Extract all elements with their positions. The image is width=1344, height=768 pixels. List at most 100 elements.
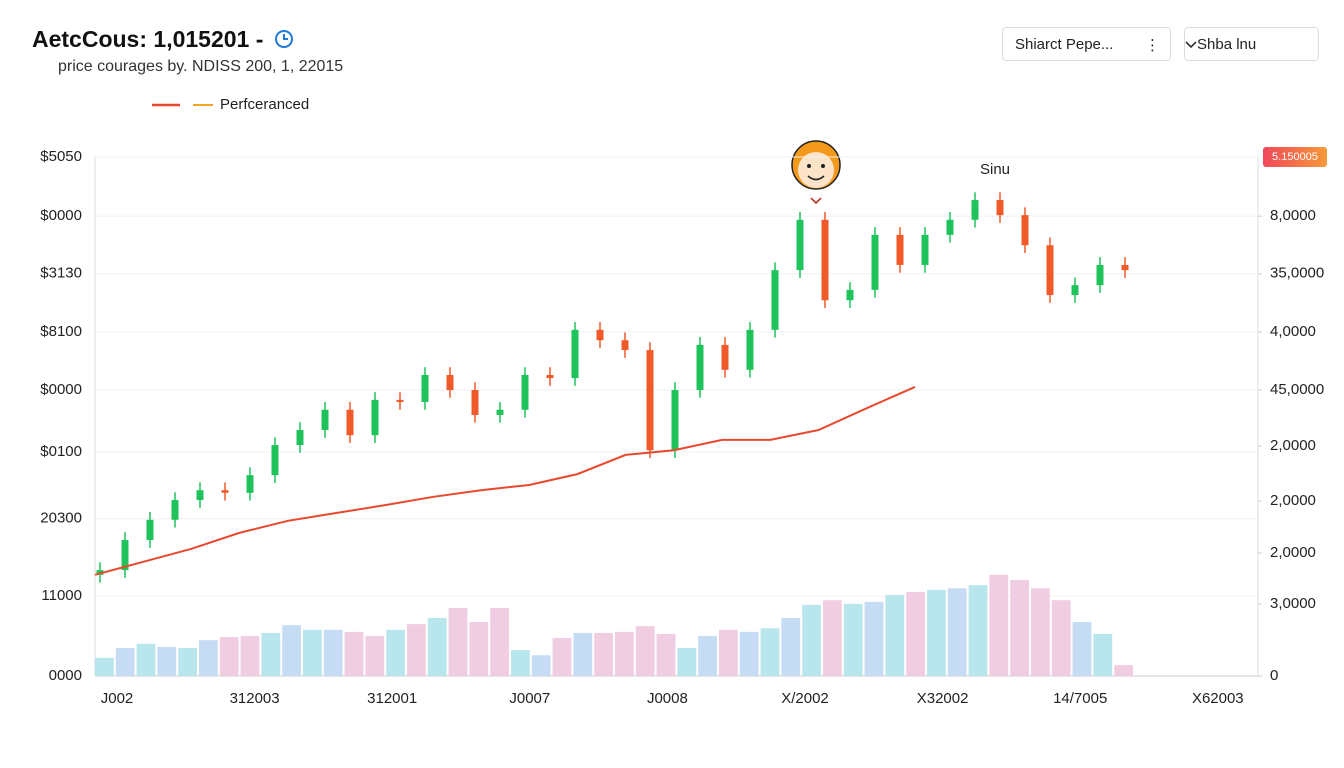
candle-body (1096, 264, 1104, 286)
volume-bar (843, 603, 863, 676)
dropdown[interactable]: Shba lnu (1184, 27, 1319, 61)
candle-body (396, 399, 404, 402)
volume-bar (136, 643, 156, 676)
chevron (1185, 41, 1197, 49)
candle-body (321, 409, 329, 430)
volume-bar (885, 595, 905, 676)
volume-bar (927, 589, 946, 676)
candle-body (371, 399, 379, 436)
candle-body (596, 329, 604, 341)
candle-body (546, 374, 554, 379)
volume-bar (906, 591, 925, 676)
title-text: AetcCous: 1,015201 - (32, 26, 264, 52)
volume-bar (615, 631, 634, 676)
volume-bar (1114, 665, 1133, 676)
candle-body (871, 234, 879, 290)
candle-body (121, 540, 129, 571)
volume-bar (573, 632, 593, 676)
volume-bar (1031, 588, 1050, 676)
candle-body (221, 490, 229, 493)
subtitle: price courages by. NDISS 200, 1, 22015 (58, 58, 344, 75)
y2-tick-label: 2,0000 (1270, 492, 1316, 509)
volume-bar (469, 622, 489, 676)
y-tick-label: $3130 (40, 265, 82, 282)
y-tick-label: $8100 (40, 323, 82, 340)
x-tick-label: X62003 (1192, 690, 1244, 707)
line (94, 386, 916, 576)
y2-tick-label: 2,0000 (1270, 437, 1316, 454)
candle-body (996, 200, 1004, 216)
y-tick-label: $0000 (40, 207, 82, 224)
candle-body (246, 475, 254, 493)
price-badge (1263, 147, 1327, 167)
candle-body (721, 344, 729, 370)
candle-body (446, 374, 454, 391)
candle-body (621, 340, 629, 351)
volume-bar (1093, 633, 1113, 676)
candle-body (196, 490, 204, 501)
price-badge-label: 5.150005 (1272, 151, 1318, 163)
avatar (791, 140, 841, 205)
volume-bar (968, 585, 988, 676)
y2-tick-label: 8,0000 (1270, 207, 1316, 224)
dropdown[interactable]: Shiarct Pepe... ⋮ (1002, 27, 1171, 61)
candle-body (521, 374, 529, 410)
y-tick-label: $0100 (40, 443, 82, 460)
dropdown-label: Shba lnu (1197, 36, 1257, 53)
volume-bar (157, 646, 177, 676)
volume-bar (365, 636, 385, 676)
candle-body (771, 270, 779, 330)
volume-bar (656, 633, 676, 676)
volume-bar (178, 647, 197, 676)
volume-bar (1051, 600, 1071, 676)
candle-body (146, 519, 154, 541)
y2-tick-label: 2,0000 (1270, 544, 1316, 561)
volume-bar (781, 617, 801, 676)
y-tick-label: 20300 (40, 510, 82, 527)
volume-bar (552, 638, 572, 676)
volume-bar (303, 629, 322, 676)
dropdown-label: Shiarct Pepe... (1015, 36, 1114, 53)
volume-bar (240, 636, 260, 676)
y2-tick-label: 35,0000 (1270, 265, 1324, 282)
volume-bar (282, 625, 301, 676)
volume-bar (719, 629, 738, 676)
y2-tick-label: 0 (1270, 667, 1278, 684)
candle-body (1046, 245, 1054, 296)
volume-bar (594, 632, 613, 676)
y-tick-label: $0000 (40, 381, 82, 398)
y2-tick-label: 45,0000 (1270, 381, 1324, 398)
volume-bar (823, 600, 842, 676)
title: AetcCous: 1,015201 - (32, 26, 294, 53)
y2-tick-label: 3,0000 (1270, 595, 1316, 612)
x-tick-label: X32002 (917, 690, 969, 707)
volume-bar (490, 608, 509, 676)
volume-bar (199, 640, 218, 676)
volume-bar (323, 629, 343, 676)
candle-body (496, 409, 504, 415)
volume-bar (511, 650, 530, 676)
volume-bar (698, 636, 717, 676)
candle-body (296, 429, 304, 446)
volume-bar (635, 626, 655, 676)
y2-tick-label: 4,0000 (1270, 323, 1316, 340)
candle-body (646, 350, 654, 451)
volume-bar (760, 628, 780, 676)
volume-bar (115, 647, 135, 676)
x-tick-label: J0007 (509, 690, 550, 707)
volume-bar (427, 617, 447, 676)
volume-bar (261, 632, 281, 676)
candle-body (1121, 264, 1129, 271)
candle-body (921, 234, 929, 265)
candle-body (346, 409, 354, 436)
volume-bar (802, 604, 821, 676)
x-tick-label: J0008 (647, 690, 688, 707)
candle-body (1071, 285, 1079, 296)
volume-bar (531, 655, 551, 676)
candle-body (946, 219, 954, 235)
menu-icon: ⋮ (1145, 37, 1160, 54)
volume-bar (219, 637, 239, 676)
volume-bar (989, 574, 1009, 676)
candle-body (671, 390, 679, 451)
x-tick-label: X/2002 (781, 690, 829, 707)
